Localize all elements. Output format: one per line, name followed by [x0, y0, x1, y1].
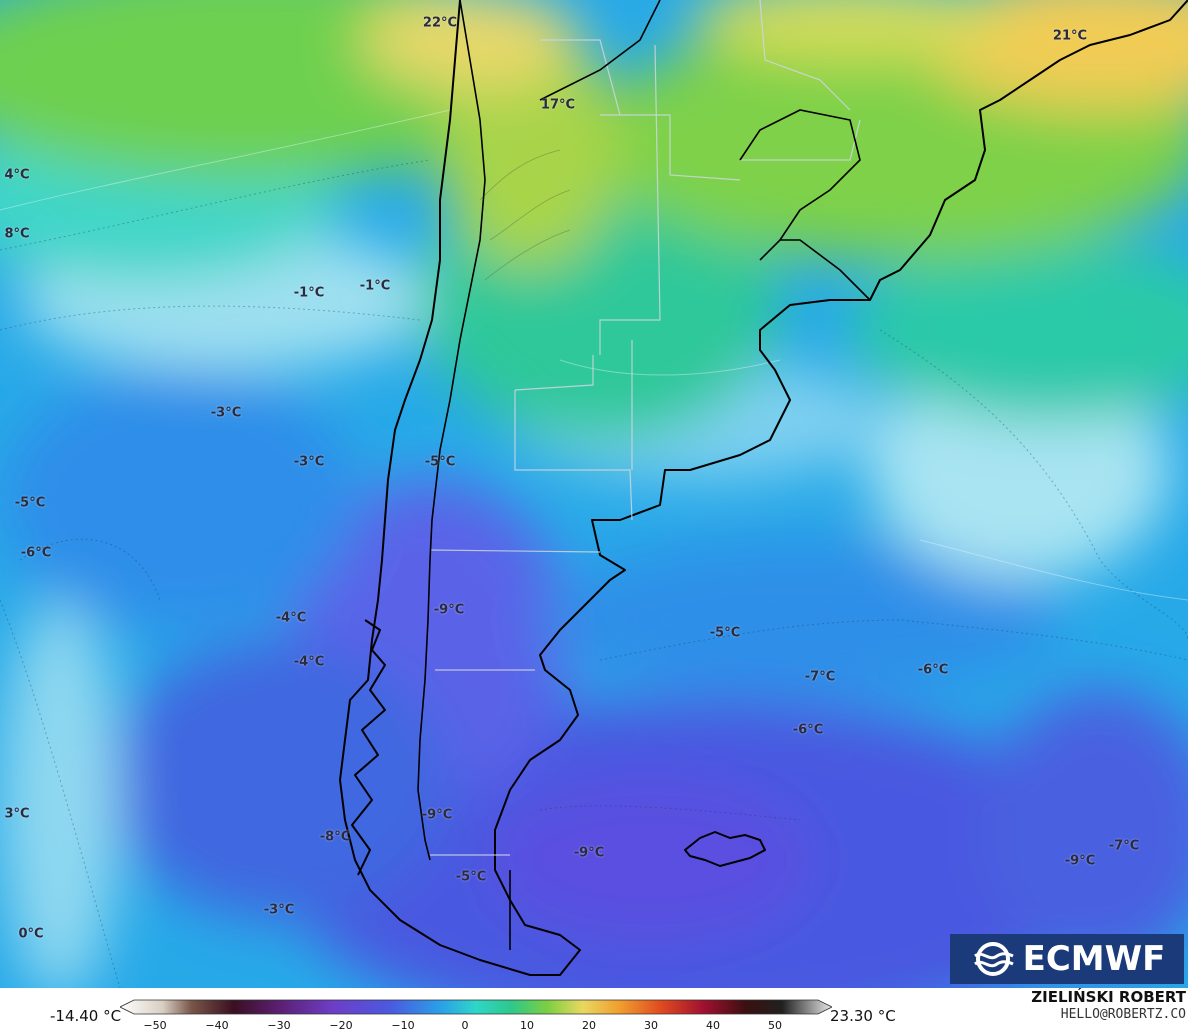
colorbar-tick: −20: [329, 1019, 353, 1032]
colorbar-tick: 0: [461, 1019, 469, 1032]
temperature-label: -5°C: [424, 454, 456, 470]
colorbar-tick: 10: [520, 1019, 534, 1032]
temperature-label: -3°C: [263, 902, 295, 918]
temperature-label: -6°C: [917, 662, 949, 678]
temperature-label: -9°C: [1064, 853, 1096, 869]
temperature-label: 3°C: [4, 806, 30, 822]
temperature-label: -3°C: [210, 405, 242, 421]
legend-min-value: -14.40 °C: [50, 1007, 122, 1025]
colorbar: [120, 999, 832, 1015]
temperature-label: -9°C: [433, 602, 465, 618]
temperature-label: -5°C: [709, 625, 741, 641]
map-svg: [0, 0, 1188, 988]
temperature-label: -9°C: [421, 807, 453, 823]
terrain-contours: [479, 149, 571, 281]
ecmwf-logo: ECMWF: [950, 934, 1184, 984]
legend-max-value: 23.30 °C: [830, 1007, 896, 1025]
isotherm-contours: [0, 159, 1188, 988]
temperature-label: -1°C: [293, 285, 325, 301]
coastline: [339, 0, 1188, 976]
temperature-label: 21°C: [1052, 28, 1088, 44]
colorbar-tick: 20: [582, 1019, 596, 1032]
colorbar-tick: −50: [143, 1019, 167, 1032]
author-email: HELLO@ROBERTZ.CO: [1060, 1007, 1186, 1022]
temperature-label: -8°C: [319, 829, 351, 845]
temperature-label: 8°C: [4, 226, 30, 242]
temperature-label: -1°C: [359, 278, 391, 294]
colorbar-tick: −30: [267, 1019, 291, 1032]
temperature-label: -4°C: [275, 610, 307, 626]
temperature-label: -7°C: [804, 669, 836, 685]
temperature-label: -5°C: [455, 869, 487, 885]
temperature-field: [0, 0, 1188, 988]
temperature-map: [0, 0, 1188, 988]
temperature-label: 22°C: [422, 15, 458, 31]
temperature-label: 17°C: [540, 97, 576, 113]
temperature-label: 4°C: [4, 167, 30, 183]
colorbar-tick: −40: [205, 1019, 229, 1032]
colorbar-tick: 30: [644, 1019, 658, 1032]
country-borders: [417, 0, 871, 950]
temperature-label: -5°C: [14, 495, 46, 511]
author-name: ZIELIŃSKI ROBERT: [1031, 988, 1186, 1006]
colorbar-tick: 50: [768, 1019, 782, 1032]
borders: [429, 0, 861, 856]
temperature-label: -6°C: [792, 722, 824, 738]
temperature-label: -9°C: [573, 845, 605, 861]
temperature-label: -6°C: [20, 545, 52, 561]
colorbar-tick: 40: [706, 1019, 720, 1032]
temperature-label: -3°C: [293, 454, 325, 470]
temperature-label: -7°C: [1108, 838, 1140, 854]
temperature-label: -4°C: [293, 654, 325, 670]
logo-text: ECMWF: [1022, 939, 1166, 979]
ecmwf-wave-icon: [973, 942, 1014, 976]
isotherm-lines-light: [0, 109, 1188, 601]
temperature-label: 0°C: [18, 926, 44, 942]
colorbar-tick: −10: [391, 1019, 415, 1032]
